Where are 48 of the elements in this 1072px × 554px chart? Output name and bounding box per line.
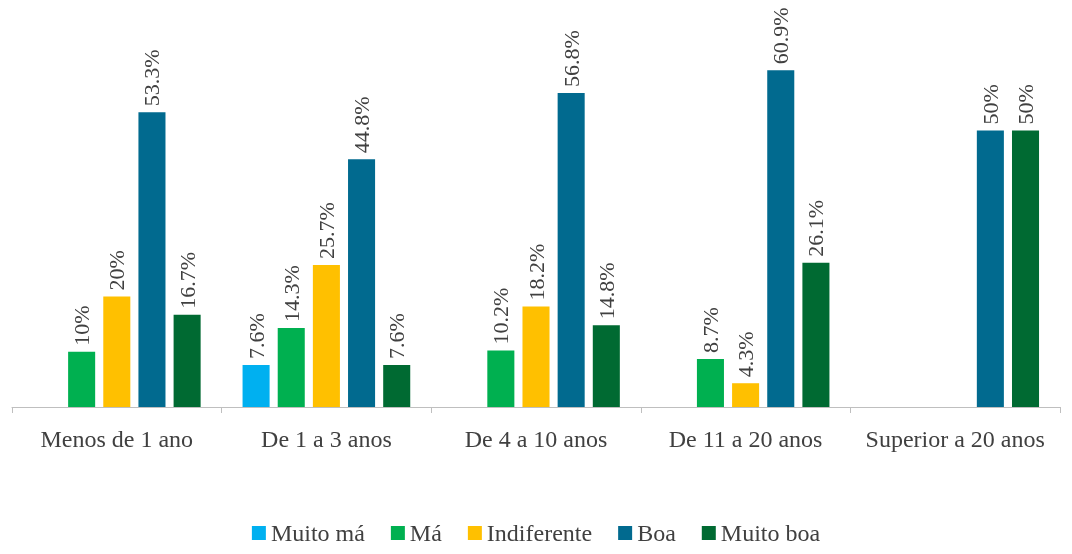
bar — [242, 364, 270, 407]
data-label: 18.2% — [523, 243, 549, 301]
data-label: 20% — [104, 250, 130, 291]
bar — [1011, 130, 1040, 407]
data-label: 50% — [977, 84, 1003, 125]
legend-label: Má — [409, 520, 443, 546]
legend-label: Muito boa — [720, 520, 821, 546]
data-label: 50% — [1013, 84, 1039, 125]
bar — [976, 130, 1004, 407]
bar — [68, 351, 96, 407]
data-label: 4.3% — [733, 331, 759, 378]
x-tick-label: Superior a 20 anos — [865, 426, 1045, 452]
bar — [173, 314, 201, 407]
bar — [696, 358, 724, 407]
bar — [348, 159, 376, 407]
bar — [802, 262, 830, 407]
data-label: 44.8% — [349, 96, 375, 154]
data-label: 14.3% — [278, 265, 304, 322]
bar — [487, 350, 515, 407]
bar — [732, 383, 760, 407]
legend-label: Indiferente — [486, 520, 593, 546]
bar — [522, 306, 550, 407]
legend-label: Muito má — [270, 520, 366, 546]
bar — [383, 364, 411, 407]
data-label: 26.1% — [803, 199, 829, 257]
bar — [138, 112, 166, 407]
x-tick-label: De 4 a 10 anos — [464, 426, 608, 452]
data-label: 8.7% — [697, 307, 723, 353]
data-label: 56.8% — [558, 30, 584, 87]
data-label: 60.9% — [768, 7, 794, 65]
bar — [103, 296, 131, 407]
bar — [277, 327, 305, 407]
bar — [557, 92, 585, 407]
data-label: 7.6% — [243, 313, 269, 359]
x-tick-label: De 11 a 20 anos — [668, 426, 823, 452]
data-label: 25.7% — [313, 202, 339, 259]
data-label: 53.3% — [139, 49, 165, 107]
bar — [592, 325, 620, 407]
bar — [767, 70, 795, 407]
bar — [312, 264, 340, 407]
data-label: 10% — [69, 305, 95, 346]
x-tick-label: Menos de 1 ano — [40, 426, 194, 452]
x-tick-label: De 1 a 3 anos — [261, 426, 392, 452]
legend-label: Boa — [637, 520, 677, 546]
data-label: 14.8% — [593, 262, 619, 320]
data-label: 16.7% — [174, 251, 200, 309]
data-label: 10.2% — [488, 287, 514, 345]
data-label: 7.6% — [384, 313, 410, 359]
